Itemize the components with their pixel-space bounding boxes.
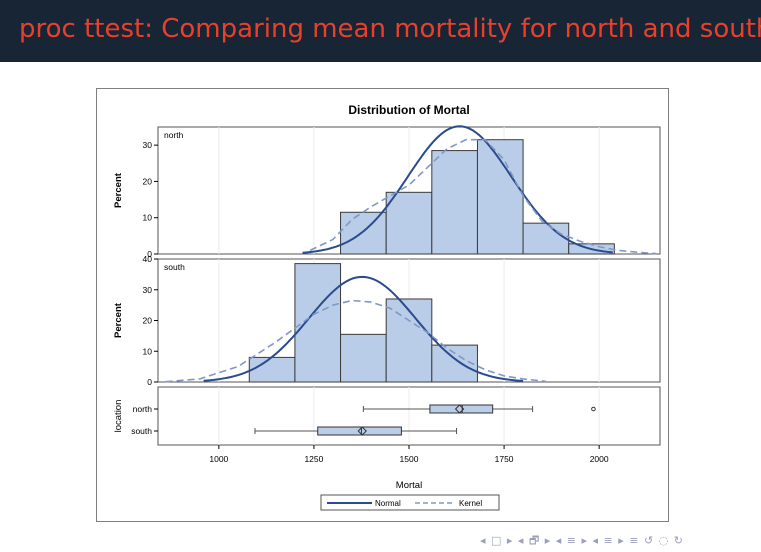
slide-title: proc ttest: Comparing mean mortality for… xyxy=(19,14,761,44)
x-tick-label: 1500 xyxy=(400,454,419,464)
figure-frame: Distribution of Mortal 0 10 20 30 north Percen… xyxy=(96,88,669,522)
y-tick-label: 10 xyxy=(143,346,153,356)
outlier-point xyxy=(591,406,596,412)
x-axis-label: Mortal xyxy=(396,480,422,491)
iqr-box xyxy=(317,426,402,436)
y-tick-label: 20 xyxy=(143,176,153,186)
panel-label: south xyxy=(164,262,185,272)
y-tick-label: 10 xyxy=(143,213,153,223)
x-tick-label: 2000 xyxy=(590,454,609,464)
legend-frame xyxy=(320,494,500,511)
kernel-curve xyxy=(309,138,657,255)
normal-curve xyxy=(302,125,613,254)
legend-kernel-label: Kernel xyxy=(459,499,482,508)
kernel-curve xyxy=(165,299,546,383)
histogram-bar xyxy=(522,222,570,255)
histogram-bar xyxy=(476,139,524,255)
chart-title: Distribution of Mortal xyxy=(348,103,469,117)
mean-marker xyxy=(454,404,465,414)
histogram-bar xyxy=(340,211,387,255)
legend-normal-label: Normal xyxy=(375,499,401,508)
y-tick-label: 0 xyxy=(147,377,152,387)
panel-label: north xyxy=(164,130,184,140)
histogram-bar xyxy=(431,150,478,255)
x-tick-label: 1000 xyxy=(209,454,228,464)
y-tick-label: 40 xyxy=(143,254,153,264)
y-axis-label: Percent xyxy=(113,302,124,338)
histogram-bar xyxy=(248,356,296,383)
mortality-distribution-chart: Distribution of Mortal 0 10 20 30 north Percen… xyxy=(113,103,661,511)
histogram-bar xyxy=(385,298,433,383)
y-tick-label: 20 xyxy=(143,316,153,326)
histogram-bar xyxy=(294,263,342,383)
beamer-navigation[interactable]: ◂ □ ▸ ◂ 🗗 ▸ ◂ ≡ ▸ ◂ ≡ ▸ ≡ ↺ ◌ ↻ xyxy=(480,534,685,547)
mean-marker xyxy=(357,426,367,436)
histogram-bar xyxy=(385,191,433,255)
title-bar: proc ttest: Comparing mean mortality for… xyxy=(0,0,761,62)
group-label: south xyxy=(131,426,152,436)
x-tick-label: 1750 xyxy=(495,454,514,464)
y-tick-label: 30 xyxy=(143,285,153,295)
normal-curve xyxy=(203,275,524,382)
iqr-box xyxy=(429,404,494,414)
y-axis-label: location xyxy=(113,400,124,433)
x-tick-label: 1250 xyxy=(304,454,323,464)
histogram-bar xyxy=(431,344,478,383)
y-tick-label: 0 xyxy=(147,249,152,259)
y-axis-label: Percent xyxy=(113,172,124,208)
group-label: north xyxy=(133,404,153,414)
y-tick-label: 30 xyxy=(143,140,153,150)
histogram-bar xyxy=(340,333,387,383)
